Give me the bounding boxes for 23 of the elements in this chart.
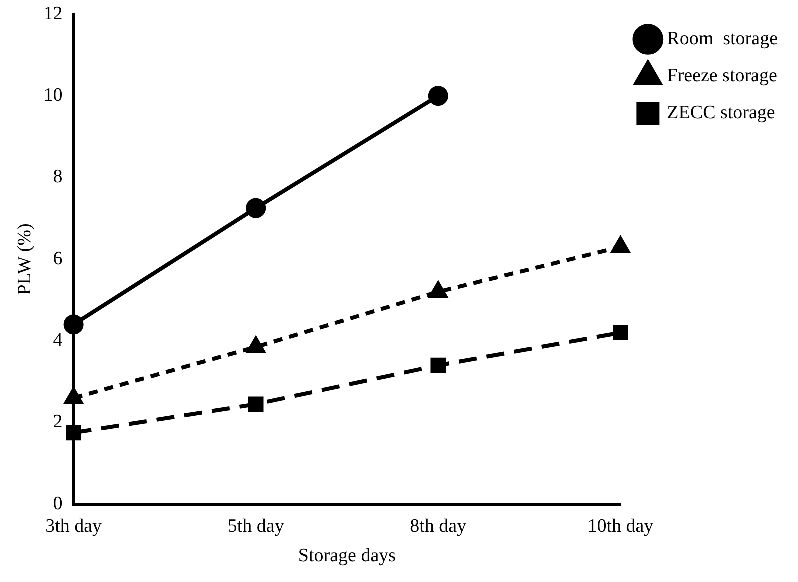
point [613, 325, 628, 341]
x-tick-label: 3th day [46, 516, 103, 537]
y-tick-label: 10 [44, 85, 63, 106]
y-tick-label: 6 [53, 248, 63, 270]
y-tick-label: 0 [53, 493, 63, 514]
point [246, 198, 266, 218]
point [64, 314, 84, 335]
y-tick-label: 8 [53, 166, 63, 188]
point [248, 396, 264, 412]
x-tick-label: 8th day [410, 516, 468, 537]
y-tick-label: 12 [44, 3, 63, 24]
legend-label: Freeze storage [667, 65, 778, 86]
x-tick-label: 5th day [228, 516, 285, 537]
y-axis-title: PLW (%) [14, 224, 36, 296]
point [428, 86, 448, 106]
y-tick-label: 4 [53, 330, 64, 352]
point [66, 425, 82, 441]
x-axis-title: Storage days [298, 546, 396, 567]
legend-label: Room storage [667, 28, 778, 50]
x-tick-label: 10th day [588, 516, 654, 537]
y-tick-label: 2 [53, 412, 63, 433]
point [430, 358, 446, 374]
legend-label: ZECC storage [667, 102, 776, 124]
